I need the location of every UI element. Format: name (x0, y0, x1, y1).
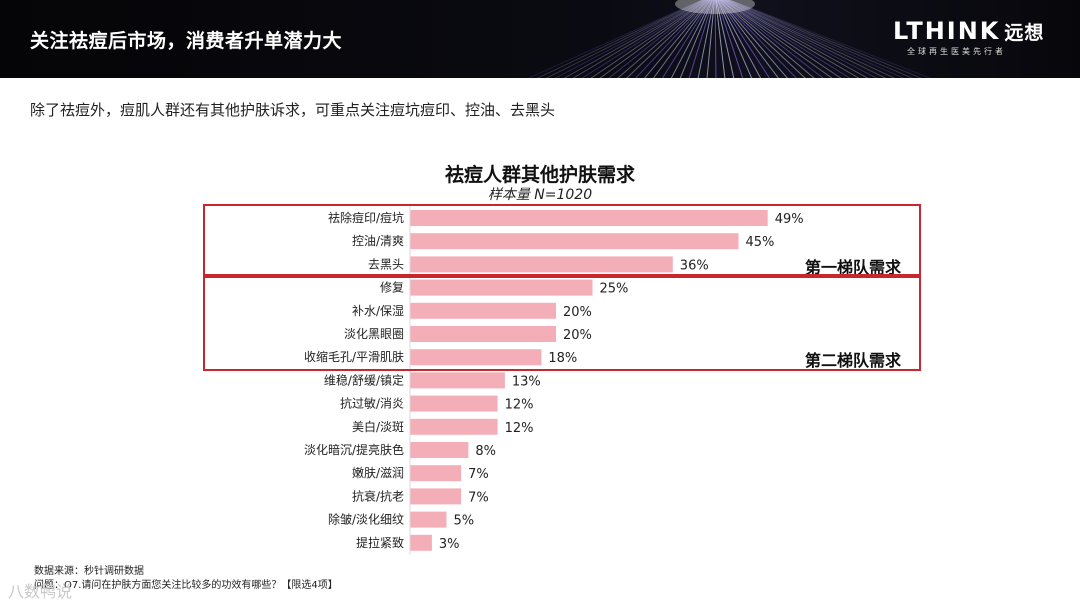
data-source-note: 数据来源：秒针调研数据 (34, 566, 144, 577)
tier-label: 第一梯队需求 (805, 258, 902, 277)
bar (410, 442, 469, 458)
category-label: 美白/淡斑 (352, 419, 404, 434)
bar (410, 534, 432, 551)
category-label: 提拉紧致 (356, 535, 404, 550)
watermark: 八数鸭说 (8, 582, 73, 601)
brand-logo: LTHINK 远想 全球再生医美先行者 (893, 18, 1044, 58)
value-label: 12% (505, 398, 534, 413)
category-label: 嫩肤/滋润 (352, 465, 404, 480)
tier-label: 第二梯队需求 (805, 350, 902, 370)
tier-box (203, 274, 921, 371)
chart-title: 祛痘人群其他护肤需求 (444, 164, 635, 186)
header-banner: 关注祛痘后市场，消费者升单潜力大 LTHINK 远想 全球再生医美先行者 (0, 0, 1080, 78)
logo-text: LTHINK (893, 17, 1001, 45)
value-label: 7% (468, 490, 489, 505)
slide-subtitle: 除了祛痘外，痘肌人群还有其他护肤诉求，可重点关注痘坑痘印、控油、去黑头 (30, 101, 556, 119)
bar (410, 511, 447, 528)
value-label: 3% (439, 537, 460, 552)
value-label: 7% (468, 467, 489, 482)
page-title: 关注祛痘后市场，消费者升单潜力大 (30, 30, 343, 52)
value-label: 5% (454, 514, 475, 529)
bar (410, 395, 498, 412)
category-label: 抗过敏/消炎 (340, 396, 404, 411)
survey-question-note: 问题：Q7.请问在护肤方面您关注比较多的功效有哪些？【限选4项】 (34, 580, 338, 591)
bar (410, 465, 462, 482)
bar (410, 488, 462, 505)
chart-sample-size: 样本量 N=1020 (487, 187, 593, 203)
value-label: 8% (475, 444, 496, 459)
category-label: 抗衰/抗老 (352, 488, 404, 503)
logo-cn-text: 远想 (1004, 22, 1045, 44)
bar (410, 372, 505, 389)
value-label: 12% (505, 421, 534, 436)
bar (410, 418, 498, 435)
category-label: 淡化暗沉/提亮肤色 (304, 442, 404, 457)
category-label: 除皱/淡化细纹 (328, 512, 404, 527)
light-rays-decoration (527, 0, 932, 78)
tier-box (203, 204, 921, 278)
category-label: 维稳/舒缓/镇定 (324, 372, 404, 387)
logo-tagline: 全球再生医美先行者 (907, 47, 1006, 56)
value-label: 13% (512, 374, 541, 389)
